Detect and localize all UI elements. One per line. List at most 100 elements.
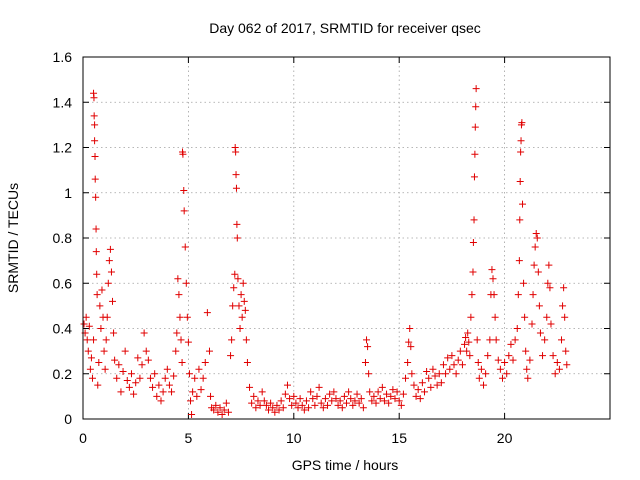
data-point	[174, 275, 182, 283]
data-point	[404, 358, 412, 366]
data-point	[472, 85, 480, 93]
data-point	[364, 343, 372, 351]
data-point	[110, 329, 118, 337]
data-point	[193, 392, 201, 400]
data-point	[374, 388, 382, 396]
data-point	[522, 347, 530, 355]
data-point	[524, 374, 532, 382]
data-point	[222, 399, 230, 407]
data-point	[260, 397, 268, 405]
data-point	[155, 381, 163, 389]
y-tick-label: 0	[64, 411, 72, 427]
data-point	[185, 370, 193, 378]
data-point	[328, 397, 336, 405]
data-point	[334, 401, 342, 409]
data-point	[462, 334, 470, 342]
data-point	[326, 390, 334, 398]
data-point	[277, 397, 285, 405]
data-point	[531, 243, 539, 251]
data-point	[187, 397, 195, 405]
data-point	[96, 302, 104, 310]
data-point	[84, 347, 92, 355]
data-point	[205, 347, 213, 355]
data-point	[425, 374, 433, 382]
data-point	[82, 313, 90, 321]
data-point	[311, 401, 319, 409]
data-point	[121, 347, 129, 355]
data-point	[212, 401, 220, 409]
data-point	[307, 388, 315, 396]
data-point	[407, 343, 415, 351]
data-point	[336, 397, 344, 405]
data-point	[214, 408, 222, 416]
data-point	[227, 352, 235, 360]
data-point	[172, 347, 180, 355]
data-point	[470, 216, 478, 224]
data-point	[180, 186, 188, 194]
data-point	[125, 383, 133, 391]
data-point	[103, 313, 111, 321]
data-point	[238, 313, 246, 321]
data-point	[94, 381, 102, 389]
data-point	[517, 148, 525, 156]
x-tick-label: 15	[391, 430, 407, 446]
data-point	[439, 361, 447, 369]
data-point	[516, 177, 524, 185]
data-point	[237, 291, 245, 299]
data-point	[558, 336, 566, 344]
data-point	[179, 150, 187, 158]
data-point	[292, 399, 300, 407]
data-point	[175, 291, 183, 299]
data-point	[250, 392, 258, 400]
tick-label-layer: 0 0.2 0.4 0.6 0.8 1 1.2 1.4 1.6 0 5 10 15 20	[53, 49, 513, 446]
data-point	[239, 279, 247, 287]
data-point	[142, 347, 150, 355]
data-point	[482, 370, 490, 378]
data-point	[543, 313, 551, 321]
data-point	[507, 340, 515, 348]
data-point	[365, 370, 373, 378]
data-point	[372, 399, 380, 407]
data-point	[389, 386, 397, 394]
data-point	[393, 388, 401, 396]
data-point	[509, 356, 517, 364]
data-point	[448, 352, 456, 360]
data-point	[461, 340, 469, 348]
data-point	[450, 361, 458, 369]
data-point	[355, 399, 363, 407]
data-point	[529, 291, 537, 299]
data-point	[189, 388, 197, 396]
data-point	[391, 395, 399, 403]
data-point	[246, 383, 254, 391]
data-point	[414, 386, 422, 394]
data-point	[165, 381, 173, 389]
data-point	[305, 404, 313, 412]
data-point	[466, 352, 474, 360]
data-point	[168, 388, 176, 396]
data-point	[324, 401, 332, 409]
data-point	[349, 401, 357, 409]
data-point	[149, 383, 157, 391]
data-point	[458, 361, 466, 369]
data-point	[290, 392, 298, 400]
data-point	[97, 325, 105, 332]
data-point	[224, 408, 232, 416]
data-point	[83, 336, 91, 344]
data-point	[385, 399, 393, 407]
data-point	[111, 356, 119, 364]
data-point	[446, 365, 454, 373]
data-point	[91, 175, 99, 183]
data-point	[100, 347, 108, 355]
data-point	[191, 374, 199, 382]
data-point	[182, 279, 190, 287]
data-point	[526, 356, 534, 364]
data-point	[286, 395, 294, 403]
data-point	[503, 370, 511, 378]
data-point	[281, 390, 289, 398]
y-tick-label: 0.8	[53, 230, 73, 246]
data-point	[197, 386, 205, 394]
data-point	[560, 284, 568, 292]
data-point	[516, 216, 524, 224]
data-point	[433, 381, 441, 389]
